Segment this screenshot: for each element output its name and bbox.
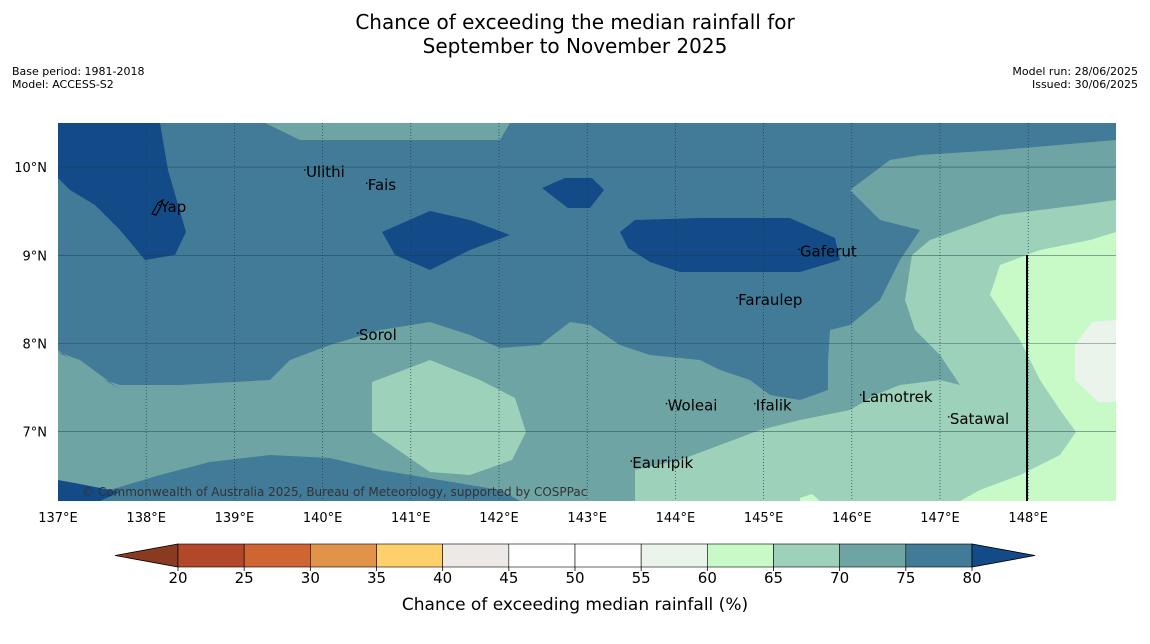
- place-marker: [365, 182, 368, 184]
- place-label: Satawal: [950, 410, 1009, 428]
- place-label: Lamotrek: [862, 388, 933, 406]
- lat-tick-label: 10°N: [14, 161, 47, 176]
- contour-55-60: [1075, 320, 1116, 402]
- contour-80-yap: [58, 123, 186, 260]
- contour-65-70: [635, 200, 1116, 501]
- model-name: Model: ACCESS-S2: [12, 78, 114, 91]
- colorbar-tick-label: 70: [830, 569, 849, 587]
- yap-island: [151, 198, 165, 216]
- place-marker: [736, 297, 738, 299]
- contour-75-80-south: [58, 455, 520, 501]
- lon-tick-label: 147°E: [920, 511, 960, 526]
- lon-tick-label: 146°E: [832, 511, 872, 526]
- colorbar-label: Chance of exceeding median rainfall (%): [402, 595, 748, 615]
- place-label: Faraulep: [738, 291, 802, 309]
- lat-tick-label: 9°N: [23, 249, 48, 264]
- place-marker: [158, 204, 161, 206]
- colorbar-tick-label: 35: [367, 569, 386, 587]
- colorbar-tick-label: 75: [896, 569, 915, 587]
- chart-title-line1: Chance of exceeding the median rainfall …: [355, 10, 795, 34]
- colorbar-segment: [508, 543, 576, 568]
- lat-tick-label: 7°N: [23, 426, 48, 441]
- place-label: Ifalik: [756, 397, 792, 415]
- contour-65-70-west: [372, 360, 526, 475]
- contour-80-north: [542, 178, 604, 208]
- colorbar-segment: [243, 543, 311, 568]
- colorbar-tick-label: 45: [499, 569, 518, 587]
- lon-tick-label: 141°E: [391, 511, 431, 526]
- lon-tick-label: 144°E: [656, 511, 696, 526]
- colorbar-segment: [839, 543, 907, 568]
- place-labels: Ulithi Fais Yap Gaferut Faraulep Sorol Lamotre…: [158, 163, 1009, 472]
- colorbar-segment: [310, 543, 377, 568]
- contour-60-65: [960, 232, 1116, 501]
- colorbar-segment: [773, 543, 840, 568]
- place-marker: [630, 460, 633, 462]
- colorbar-segment: [905, 543, 973, 568]
- colorbar-segment: [640, 543, 708, 568]
- chart-title-line2: September to November 2025: [422, 34, 728, 58]
- lon-tick-label: 145°E: [744, 511, 784, 526]
- place-marker: [859, 394, 862, 396]
- colorbar-tick-label: 60: [698, 569, 717, 587]
- base-period: Base period: 1981-2018: [12, 65, 145, 78]
- place-marker: [798, 248, 800, 251]
- colorbar-segment: [376, 543, 443, 568]
- lon-tick-label: 148°E: [1008, 511, 1048, 526]
- colorbar-tick-label: 80: [962, 569, 981, 587]
- contour-80-gaferut: [620, 218, 840, 272]
- colorbar-over-arrow: [971, 543, 1036, 568]
- colorbar-segment: [177, 543, 245, 568]
- model-run: Model run: 28/06/2025: [1012, 65, 1138, 78]
- place-marker: [665, 402, 668, 405]
- colorbar-tick-label: 65: [764, 569, 783, 587]
- meta-left: Base period: 1981-2018 Model: ACCESS-S2: [12, 65, 144, 91]
- colorbar-tick-label: 20: [168, 569, 187, 587]
- place-label: Yap: [159, 198, 186, 216]
- place-marker: [948, 416, 950, 418]
- copyright-text: © Commonwealth of Australia 2025, Bureau…: [82, 485, 587, 499]
- place-label: Gaferut: [800, 242, 857, 260]
- place-marker: [304, 169, 306, 171]
- colorbar-tick-label: 55: [632, 569, 651, 587]
- colorbar-tick-label: 50: [565, 569, 584, 587]
- lon-tick-label: 139°E: [215, 511, 255, 526]
- lon-tick-label: 143°E: [567, 511, 607, 526]
- colorbar: 20 25 30 35 40 45 50 55 60 65 70 75 80: [114, 543, 1036, 587]
- place-label: Sorol: [359, 326, 397, 344]
- lon-tick-label: 138°E: [126, 511, 166, 526]
- colorbar-segment: [574, 543, 642, 568]
- axis-labels: 137°E 138°E 139°E 140°E 141°E 142°E 143°E 144°E…: [14, 161, 1048, 526]
- gridlines: [58, 123, 1116, 501]
- issued-date: Issued: 30/06/2025: [1031, 78, 1138, 91]
- place-label: Ulithi: [306, 163, 345, 181]
- lat-tick-label: 8°N: [23, 338, 48, 353]
- place-label: Fais: [368, 176, 397, 194]
- lon-tick-label: 142°E: [479, 511, 519, 526]
- colorbar-tick-label: 40: [433, 569, 452, 587]
- colorbar-tick-label: 25: [235, 569, 254, 587]
- place-marker: [357, 332, 359, 334]
- colorbar-segment: [707, 543, 774, 568]
- colorbar-under-arrow: [114, 543, 179, 568]
- colorbar-segment: [442, 543, 510, 568]
- place-marker: [753, 402, 756, 405]
- meta-right: Model run: 28/06/2025 Issued: 30/06/2025: [1012, 65, 1138, 91]
- colorbar-tick-label: 30: [301, 569, 320, 587]
- lon-tick-label: 140°E: [303, 511, 343, 526]
- place-label: Eauripik: [632, 454, 693, 472]
- place-label: Woleai: [668, 397, 718, 415]
- lon-tick-label: 137°E: [38, 511, 78, 526]
